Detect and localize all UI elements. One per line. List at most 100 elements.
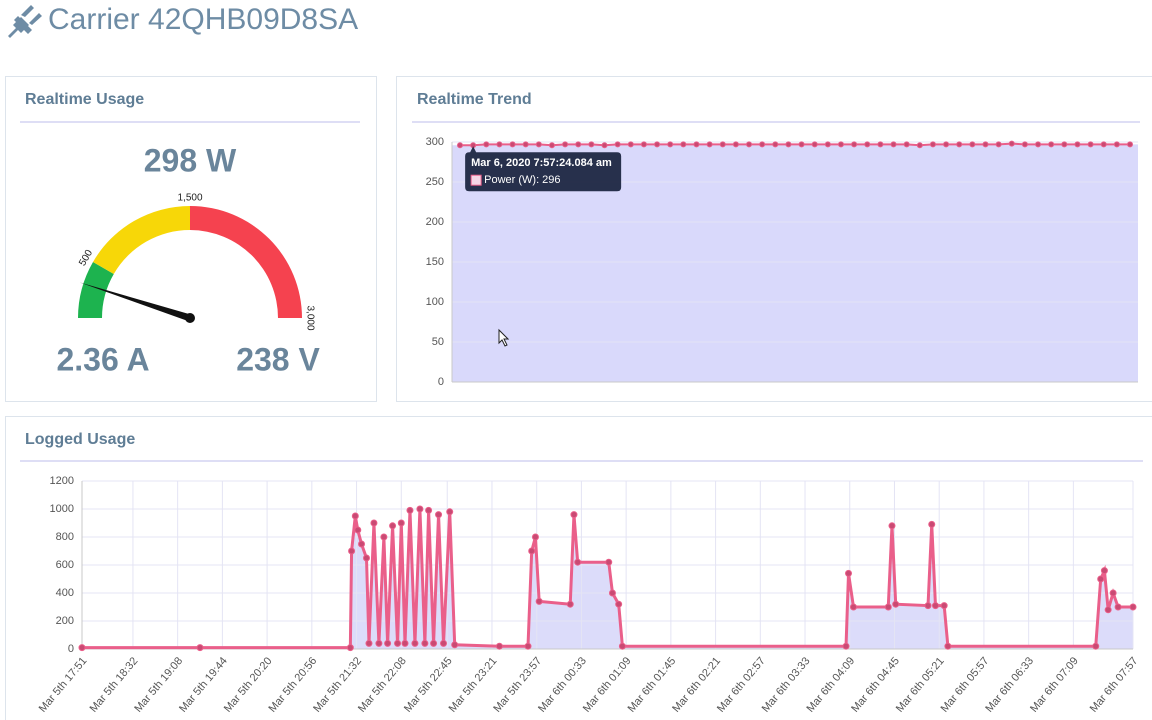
data-point — [354, 526, 362, 534]
data-point — [535, 141, 542, 148]
data-point — [1114, 603, 1122, 611]
data-point — [430, 639, 438, 647]
data-point — [496, 141, 503, 148]
data-point — [864, 141, 871, 148]
data-point — [759, 141, 766, 148]
data-point — [903, 141, 910, 148]
data-point — [845, 569, 853, 577]
data-point — [1035, 141, 1042, 148]
mouse-cursor — [498, 328, 510, 347]
data-point — [451, 641, 459, 649]
data-point — [348, 547, 356, 555]
data-point — [1087, 141, 1094, 148]
data-point — [605, 558, 613, 566]
data-point — [394, 639, 402, 647]
data-point — [888, 522, 896, 530]
data-point — [406, 506, 414, 514]
data-point — [943, 141, 950, 148]
data-point — [566, 600, 574, 608]
data-point — [457, 142, 463, 149]
gauge-tick-label: 1,500 — [177, 193, 202, 204]
data-point — [929, 141, 936, 148]
data-point — [931, 602, 939, 610]
voltage-readout: 238 V — [236, 341, 320, 377]
y-tick-label: 1000 — [50, 503, 74, 515]
data-line — [460, 142, 1130, 147]
data-point — [1100, 141, 1107, 148]
data-point — [824, 141, 831, 148]
data-point — [667, 141, 674, 148]
data-point — [574, 558, 582, 566]
data-point — [362, 554, 370, 562]
gauge-value: 298 W — [144, 142, 237, 178]
data-point — [732, 141, 739, 148]
panel-title: Realtime Trend — [417, 91, 532, 108]
data-point — [401, 639, 409, 647]
data-point — [837, 141, 844, 148]
tooltip-title: Mar 6, 2020 7:57:24.084 am — [471, 157, 612, 169]
data-point — [196, 644, 204, 652]
data-point — [528, 547, 536, 555]
data-point — [1008, 140, 1015, 147]
data-point — [654, 141, 661, 148]
data-point — [719, 141, 726, 148]
data-point — [411, 639, 419, 647]
data-point — [944, 642, 952, 650]
data-point — [495, 642, 503, 650]
data-point — [890, 141, 897, 148]
plug-icon — [8, 5, 42, 38]
y-tick-label: 200 — [426, 216, 444, 228]
usage-panel — [5, 76, 377, 402]
data-point — [1097, 575, 1105, 583]
data-point — [346, 644, 354, 652]
data-point — [1092, 642, 1100, 650]
data-point — [1021, 141, 1028, 148]
data-point — [483, 141, 490, 148]
y-tick-label: 0 — [68, 643, 74, 655]
data-point — [851, 141, 858, 148]
data-point — [416, 505, 424, 513]
data-point — [640, 141, 647, 148]
data-point — [924, 602, 932, 610]
page-title: Carrier 42QHB09D8SA — [48, 3, 358, 36]
y-tick-label: 800 — [56, 531, 74, 543]
data-point — [706, 141, 713, 148]
data-point — [435, 511, 443, 519]
area — [452, 143, 1138, 382]
data-point — [425, 506, 433, 514]
data-point — [535, 597, 543, 605]
data-point — [785, 141, 792, 148]
data-point — [397, 519, 405, 527]
data-point — [1109, 589, 1117, 597]
data-point — [969, 141, 976, 148]
data-point — [351, 512, 359, 520]
data-point — [928, 520, 936, 528]
data-point — [618, 642, 626, 650]
data-point — [588, 141, 595, 148]
data-point — [842, 642, 850, 650]
y-tick-label: 400 — [56, 587, 74, 599]
data-point — [389, 522, 397, 530]
data-point — [370, 519, 378, 527]
data-point — [1129, 603, 1137, 611]
data-point — [849, 603, 857, 611]
data-point — [608, 589, 616, 597]
data-point — [1048, 141, 1055, 148]
data-point — [884, 603, 892, 611]
data-point — [1113, 141, 1120, 148]
tooltip-label: Power (W): 296 — [484, 174, 560, 186]
data-point — [509, 141, 516, 148]
data-point — [522, 141, 529, 148]
data-point — [940, 602, 948, 610]
data-point — [601, 142, 608, 149]
panel-title: Realtime Usage — [25, 91, 144, 108]
data-point — [1061, 141, 1068, 148]
gauge-band — [93, 206, 190, 274]
data-point — [575, 141, 582, 148]
data-point — [892, 600, 900, 608]
y-tick-label: 600 — [56, 559, 74, 571]
data-point — [1104, 606, 1112, 614]
data-point — [531, 533, 539, 541]
y-tick-label: 250 — [426, 176, 444, 188]
